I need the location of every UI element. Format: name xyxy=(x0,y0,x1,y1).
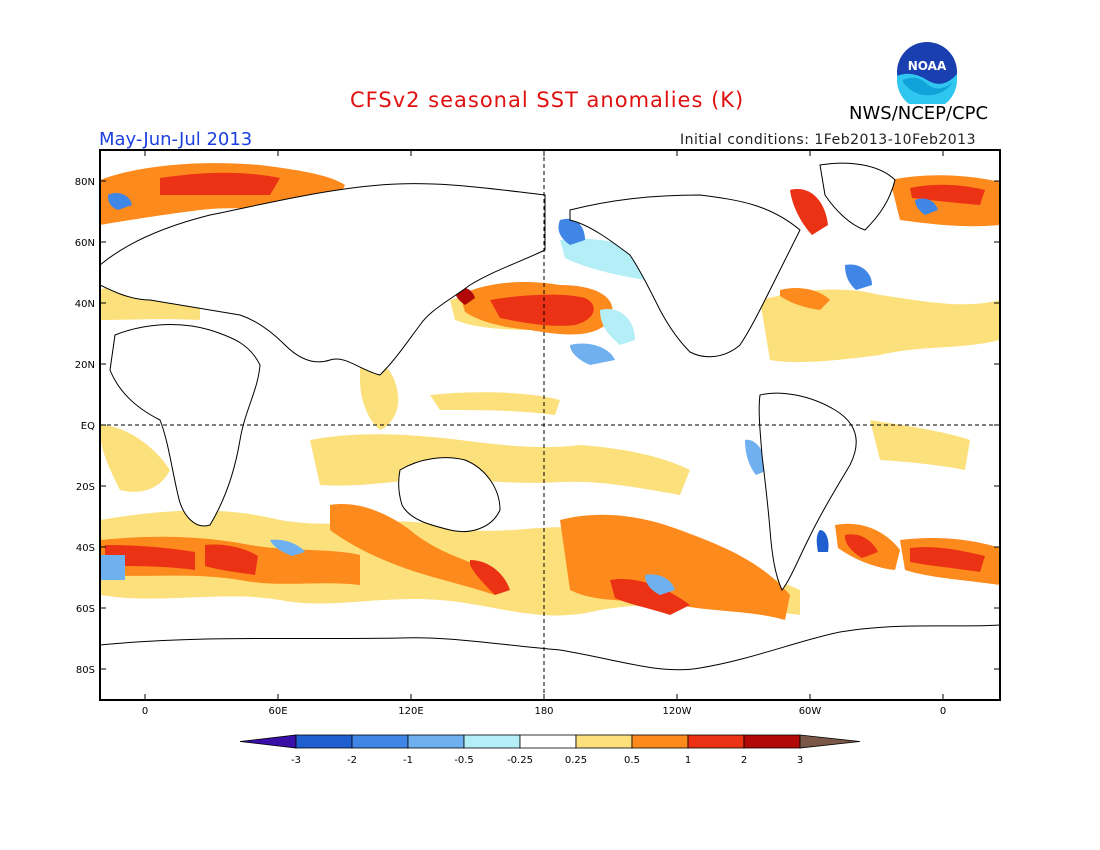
initial-conditions-label: Initial conditions: 1Feb2013-10Feb2013 xyxy=(680,132,976,148)
colorbar-swatch xyxy=(239,734,297,749)
lat-label: 80S xyxy=(76,665,95,676)
colorbar-label: -2 xyxy=(347,755,357,766)
colorbar-swatch xyxy=(407,734,465,749)
colorbar-label: -3 xyxy=(291,755,301,766)
chart-title: CFSv2 seasonal SST anomalies (K) xyxy=(350,88,745,112)
colorbar-label: 0.5 xyxy=(624,755,640,766)
lat-label: EQ xyxy=(81,421,95,432)
colorbar-label: 1 xyxy=(685,755,691,766)
lon-label: 120W xyxy=(663,706,692,717)
colorbar-label: -1 xyxy=(403,755,413,766)
colorbar-swatch xyxy=(743,734,801,749)
colorbar-swatch xyxy=(295,734,353,749)
lat-label: 60S xyxy=(76,604,95,615)
lat-label: 20S xyxy=(76,482,95,493)
lat-label: 40S xyxy=(76,543,95,554)
colorbar-swatch xyxy=(575,734,633,749)
colorbar-label: 3 xyxy=(797,755,803,766)
colorbar-swatch xyxy=(631,734,689,749)
lat-label: 20N xyxy=(75,360,95,371)
colorbar-swatch xyxy=(463,734,521,749)
colorbar-label: 0.25 xyxy=(565,755,587,766)
colorbar-label: -0.5 xyxy=(454,755,474,766)
colorbar: -3 -2 -1 -0.5 -0.25 0.25 0.5 1 2 3 xyxy=(239,734,861,766)
lon-label: 60W xyxy=(799,706,822,717)
noaa-logo: NOAA xyxy=(895,40,959,110)
svg-text:NOAA: NOAA xyxy=(908,59,947,73)
lat-label: 60N xyxy=(75,238,95,249)
longitude-axis: 0 60E 120E 180 120W 60W 0 xyxy=(142,150,946,717)
lon-label: 120E xyxy=(398,706,423,717)
lon-label: 0 xyxy=(142,706,148,717)
season-label: May-Jun-Jul 2013 xyxy=(99,129,253,150)
latitude-axis: 80N 60N 40N 20N EQ 20S 40S 60S 80S xyxy=(75,177,1000,676)
lon-label: 180 xyxy=(534,706,553,717)
agency-label: NWS/NCEP/CPC xyxy=(849,103,989,124)
colorbar-swatch xyxy=(519,734,577,749)
lat-label: 80N xyxy=(75,177,95,188)
colorbar-swatch xyxy=(799,734,861,749)
lon-label: 60E xyxy=(268,706,287,717)
lat-label: 40N xyxy=(75,299,95,310)
lon-label: 0 xyxy=(940,706,946,717)
colorbar-label: -0.25 xyxy=(507,755,533,766)
colorbar-swatch xyxy=(351,734,409,749)
colorbar-label: 2 xyxy=(741,755,747,766)
colorbar-swatch xyxy=(687,734,745,749)
